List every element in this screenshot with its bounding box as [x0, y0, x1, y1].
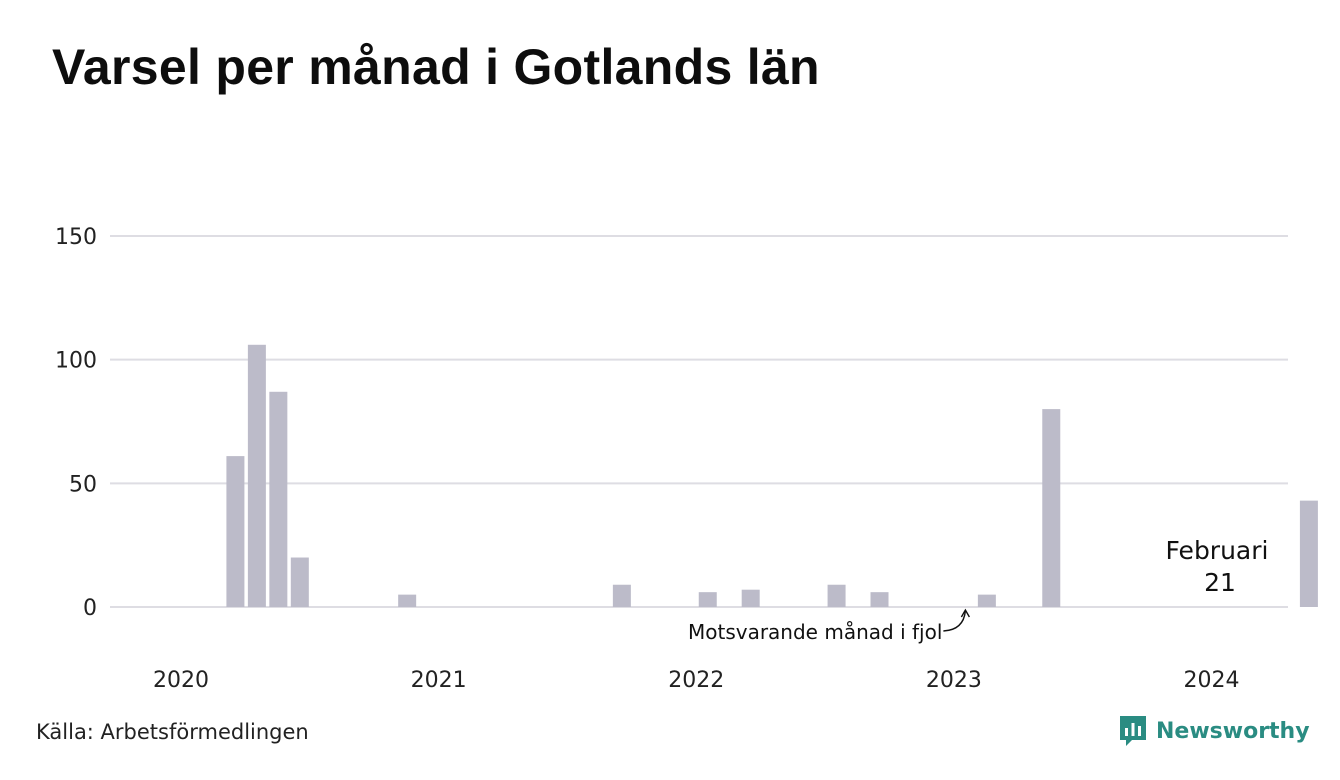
y-tick-label: 50: [69, 472, 97, 497]
bar: [698, 592, 717, 607]
bar: [827, 584, 846, 607]
x-tick-label: 2023: [926, 668, 982, 693]
bar: [1042, 409, 1061, 607]
y-tick-label: 0: [83, 596, 97, 621]
bar: [977, 594, 996, 607]
bar: [1299, 500, 1318, 607]
bar: [741, 589, 760, 607]
current-month-label: Februari: [1166, 536, 1269, 565]
bar: [247, 344, 266, 607]
x-tick-label: 2024: [1184, 668, 1240, 693]
annotation-arrowhead: [960, 608, 970, 618]
bar: [269, 391, 288, 607]
brand-logo: Newsworthy: [1118, 714, 1310, 748]
y-tick-label: 100: [55, 349, 97, 374]
x-tick-label: 2021: [411, 668, 467, 693]
bar: [290, 557, 309, 607]
x-tick-label: 2020: [153, 668, 209, 693]
bar: [870, 592, 889, 607]
y-tick-label: 150: [55, 225, 97, 250]
source-note: Källa: Arbetsförmedlingen: [36, 720, 309, 744]
brand-name: Newsworthy: [1156, 718, 1310, 744]
bar: [226, 456, 245, 607]
current-value-label: 21: [1204, 568, 1236, 597]
x-tick-label: 2022: [668, 668, 724, 693]
previous-year-annotation: Motsvarande månad i fjol: [688, 620, 942, 644]
newsworthy-logo-icon: [1120, 716, 1146, 746]
chart-title: Varsel per månad i Gotlands län: [52, 39, 820, 95]
bar: [398, 594, 417, 607]
bar: [612, 584, 631, 607]
annotation-arrow: [943, 610, 967, 632]
